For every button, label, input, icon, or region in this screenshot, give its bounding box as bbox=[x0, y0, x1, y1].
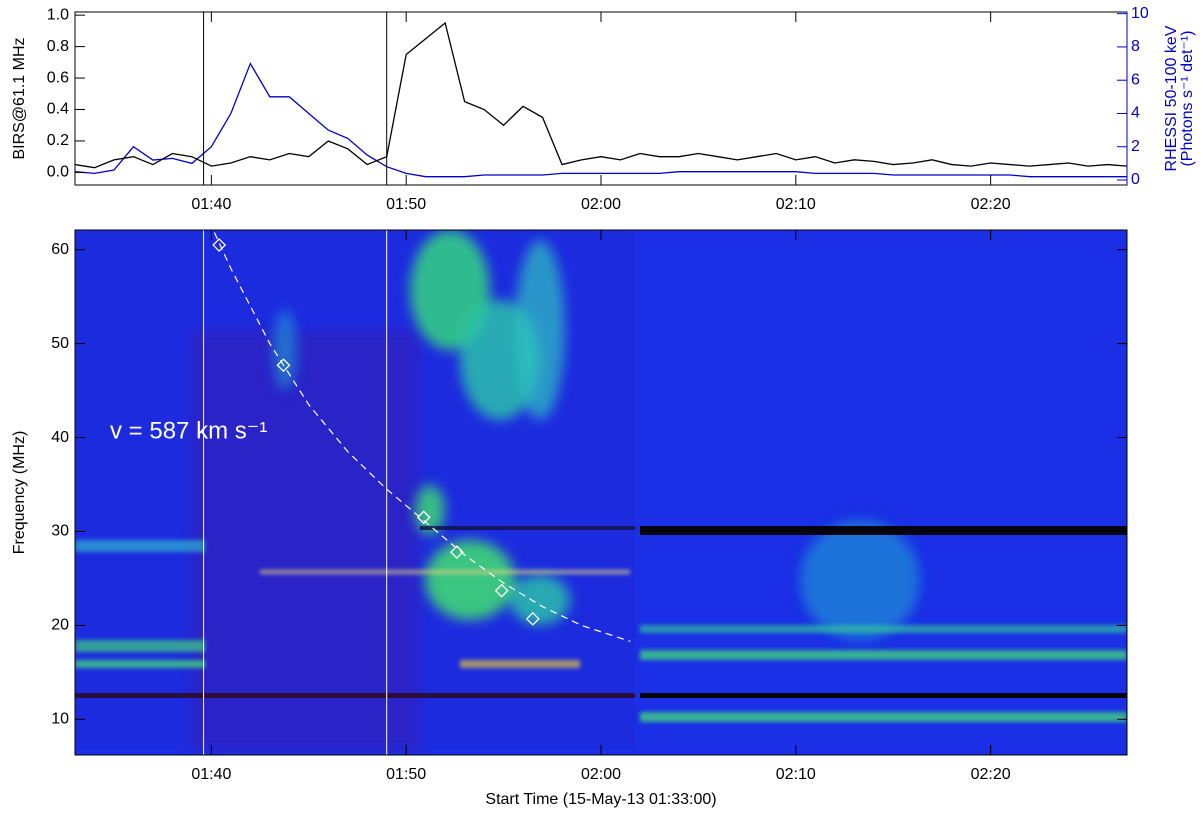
data-line bbox=[74, 21, 1128, 169]
y-tick-label: 40 bbox=[51, 429, 69, 446]
y-axis-label: Frequency (MHz) bbox=[11, 431, 28, 555]
x-tick-label: 02:20 bbox=[971, 766, 1011, 783]
overlay bbox=[203, 230, 631, 755]
diamond-point bbox=[212, 238, 227, 252]
y-tick-label: 0.4 bbox=[47, 101, 69, 118]
y-tick-label: 0.6 bbox=[47, 69, 69, 86]
y-axis-label: BIRS@61.1 MHz bbox=[11, 37, 28, 159]
data-line bbox=[74, 62, 1127, 178]
x-tick-label: 02:20 bbox=[971, 196, 1011, 213]
x-tick-label: 01:40 bbox=[191, 766, 231, 783]
x-axis-label: Start Time (15-May-13 01:33:00) bbox=[485, 791, 716, 808]
y-tick-label: 30 bbox=[51, 523, 69, 540]
x-tick-label: 01:50 bbox=[386, 766, 426, 783]
y2-tick-label: 2 bbox=[1131, 138, 1140, 155]
x-tick-label: 02:00 bbox=[581, 196, 621, 213]
diamond-point bbox=[416, 510, 431, 525]
diamond-point bbox=[494, 583, 509, 598]
y2-axis-label: (Photons s⁻¹ det⁻¹) bbox=[1179, 30, 1196, 166]
y-tick-label: 0.0 bbox=[47, 164, 69, 181]
y2-tick-label: 6 bbox=[1131, 71, 1140, 88]
y-tick-label: 60 bbox=[51, 241, 69, 258]
y2-tick-label: 10 bbox=[1131, 5, 1149, 22]
y-tick-label: 0.8 bbox=[47, 38, 69, 55]
diamond-point bbox=[449, 545, 464, 560]
plot-frame bbox=[74, 11, 1128, 186]
spectrogram-image bbox=[75, 230, 1127, 755]
y2-tick-label: 0 bbox=[1131, 171, 1140, 188]
y-tick-label: 20 bbox=[51, 617, 69, 634]
x-tick-label: 02:10 bbox=[776, 196, 816, 213]
x-tick-label: 01:40 bbox=[191, 196, 231, 213]
y-tick-label: 1.0 bbox=[47, 6, 69, 23]
plot-frame bbox=[74, 229, 1128, 756]
y-tick-label: 0.2 bbox=[47, 132, 69, 149]
y2-axis-label: RHESSI 50-100 keV bbox=[1163, 25, 1180, 171]
diamond-point bbox=[276, 358, 291, 373]
diamond-point bbox=[525, 611, 540, 626]
y2-tick-label: 8 bbox=[1131, 38, 1140, 55]
y2-tick-label: 4 bbox=[1131, 105, 1140, 122]
annotation: v = 587 km s⁻¹ bbox=[110, 417, 267, 444]
x-tick-label: 02:10 bbox=[776, 766, 816, 783]
y-tick-label: 10 bbox=[51, 711, 69, 728]
x-tick-label: 01:50 bbox=[386, 196, 426, 213]
fit-line bbox=[212, 230, 631, 642]
y-tick-label: 50 bbox=[51, 335, 69, 352]
x-tick-label: 02:00 bbox=[581, 766, 621, 783]
